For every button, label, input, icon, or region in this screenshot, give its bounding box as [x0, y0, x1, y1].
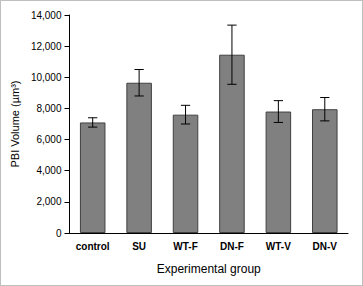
svg-text:DN-V: DN-V	[313, 241, 338, 252]
svg-text:14,000: 14,000	[31, 10, 62, 21]
svg-text:WT-V: WT-V	[266, 241, 291, 252]
svg-text:DN-F: DN-F	[220, 241, 244, 252]
svg-text:WT-F: WT-F	[173, 241, 197, 252]
svg-text:control: control	[76, 241, 110, 252]
svg-text:PBI Volume (µm³): PBI Volume (µm³)	[9, 80, 21, 167]
svg-text:12,000: 12,000	[31, 41, 62, 52]
svg-text:SU: SU	[132, 241, 146, 252]
svg-text:10,000: 10,000	[31, 72, 62, 83]
svg-text:2,000: 2,000	[36, 196, 61, 207]
svg-text:8,000: 8,000	[36, 103, 61, 114]
svg-text:6,000: 6,000	[36, 134, 61, 145]
svg-text:0: 0	[56, 228, 62, 239]
svg-text:4,000: 4,000	[36, 165, 61, 176]
svg-text:Experimental group: Experimental group	[157, 262, 261, 276]
